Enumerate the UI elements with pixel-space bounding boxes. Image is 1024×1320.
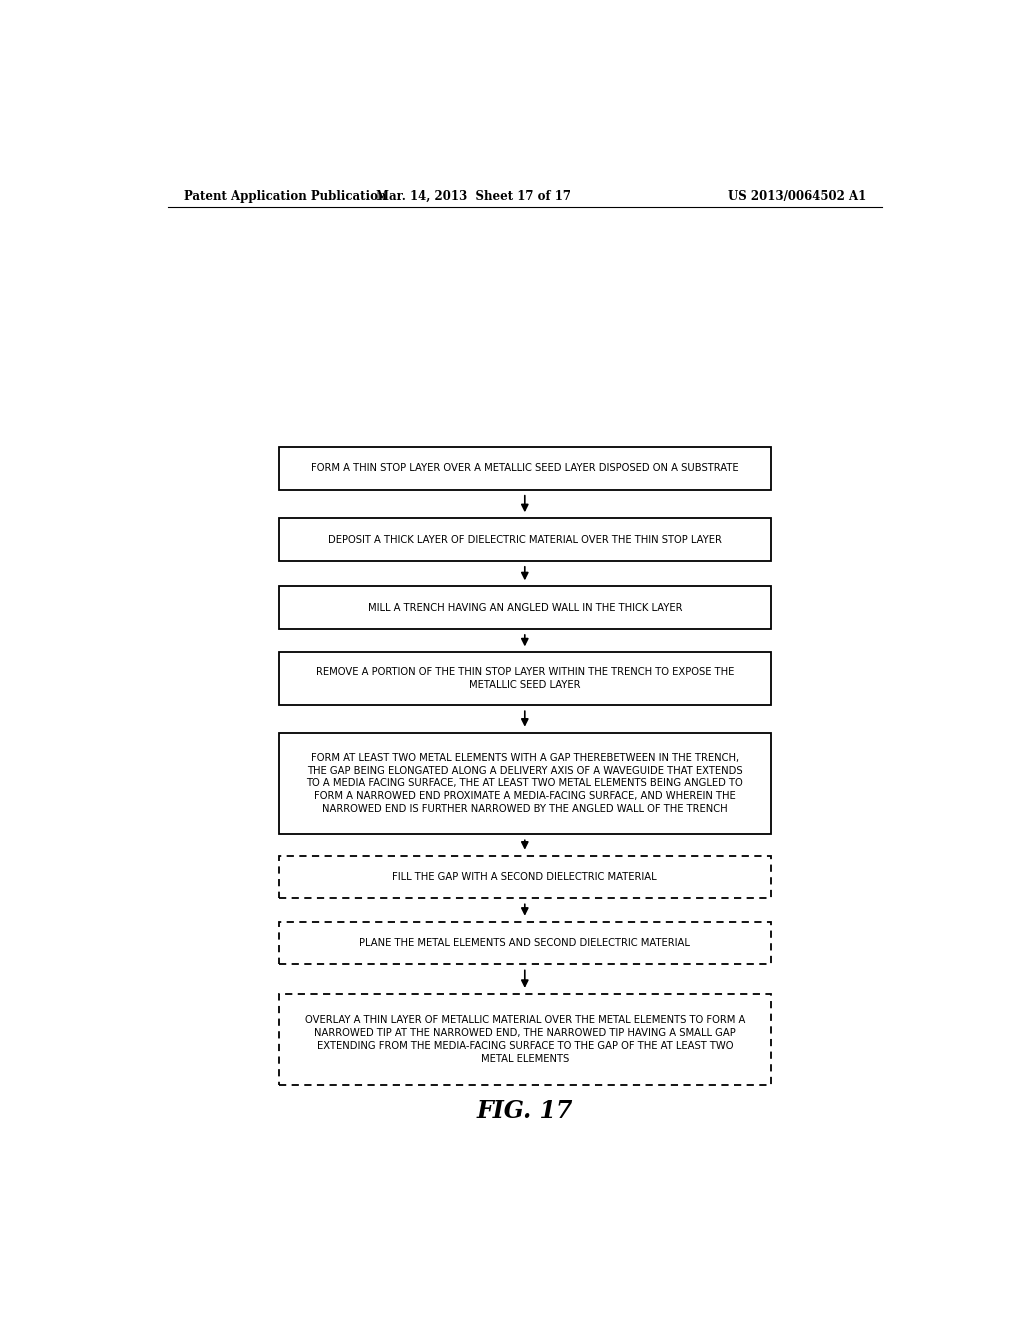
- Text: DEPOSIT A THICK LAYER OF DIELECTRIC MATERIAL OVER THE THIN STOP LAYER: DEPOSIT A THICK LAYER OF DIELECTRIC MATE…: [328, 535, 722, 545]
- Text: PLANE THE METAL ELEMENTS AND SECOND DIELECTRIC MATERIAL: PLANE THE METAL ELEMENTS AND SECOND DIEL…: [359, 939, 690, 948]
- Bar: [279, 652, 771, 705]
- Bar: [279, 921, 771, 965]
- Text: FORM A THIN STOP LAYER OVER A METALLIC SEED LAYER DISPOSED ON A SUBSTRATE: FORM A THIN STOP LAYER OVER A METALLIC S…: [311, 463, 738, 474]
- Text: FILL THE GAP WITH A SECOND DIELECTRIC MATERIAL: FILL THE GAP WITH A SECOND DIELECTRIC MA…: [392, 873, 657, 882]
- Bar: [279, 519, 771, 561]
- Bar: [279, 586, 771, 630]
- Text: Mar. 14, 2013  Sheet 17 of 17: Mar. 14, 2013 Sheet 17 of 17: [376, 190, 570, 202]
- Bar: [279, 447, 771, 490]
- Bar: [279, 994, 771, 1085]
- Bar: [279, 855, 771, 899]
- Bar: [279, 733, 771, 834]
- Text: MILL A TRENCH HAVING AN ANGLED WALL IN THE THICK LAYER: MILL A TRENCH HAVING AN ANGLED WALL IN T…: [368, 603, 682, 612]
- Text: FIG. 17: FIG. 17: [476, 1098, 573, 1123]
- Text: OVERLAY A THIN LAYER OF METALLIC MATERIAL OVER THE METAL ELEMENTS TO FORM A
NARR: OVERLAY A THIN LAYER OF METALLIC MATERIA…: [304, 1015, 745, 1064]
- Text: REMOVE A PORTION OF THE THIN STOP LAYER WITHIN THE TRENCH TO EXPOSE THE
METALLIC: REMOVE A PORTION OF THE THIN STOP LAYER …: [315, 668, 734, 690]
- Text: US 2013/0064502 A1: US 2013/0064502 A1: [728, 190, 866, 202]
- Text: FORM AT LEAST TWO METAL ELEMENTS WITH A GAP THEREBETWEEN IN THE TRENCH,
THE GAP : FORM AT LEAST TWO METAL ELEMENTS WITH A …: [306, 752, 743, 814]
- Text: Patent Application Publication: Patent Application Publication: [183, 190, 386, 202]
